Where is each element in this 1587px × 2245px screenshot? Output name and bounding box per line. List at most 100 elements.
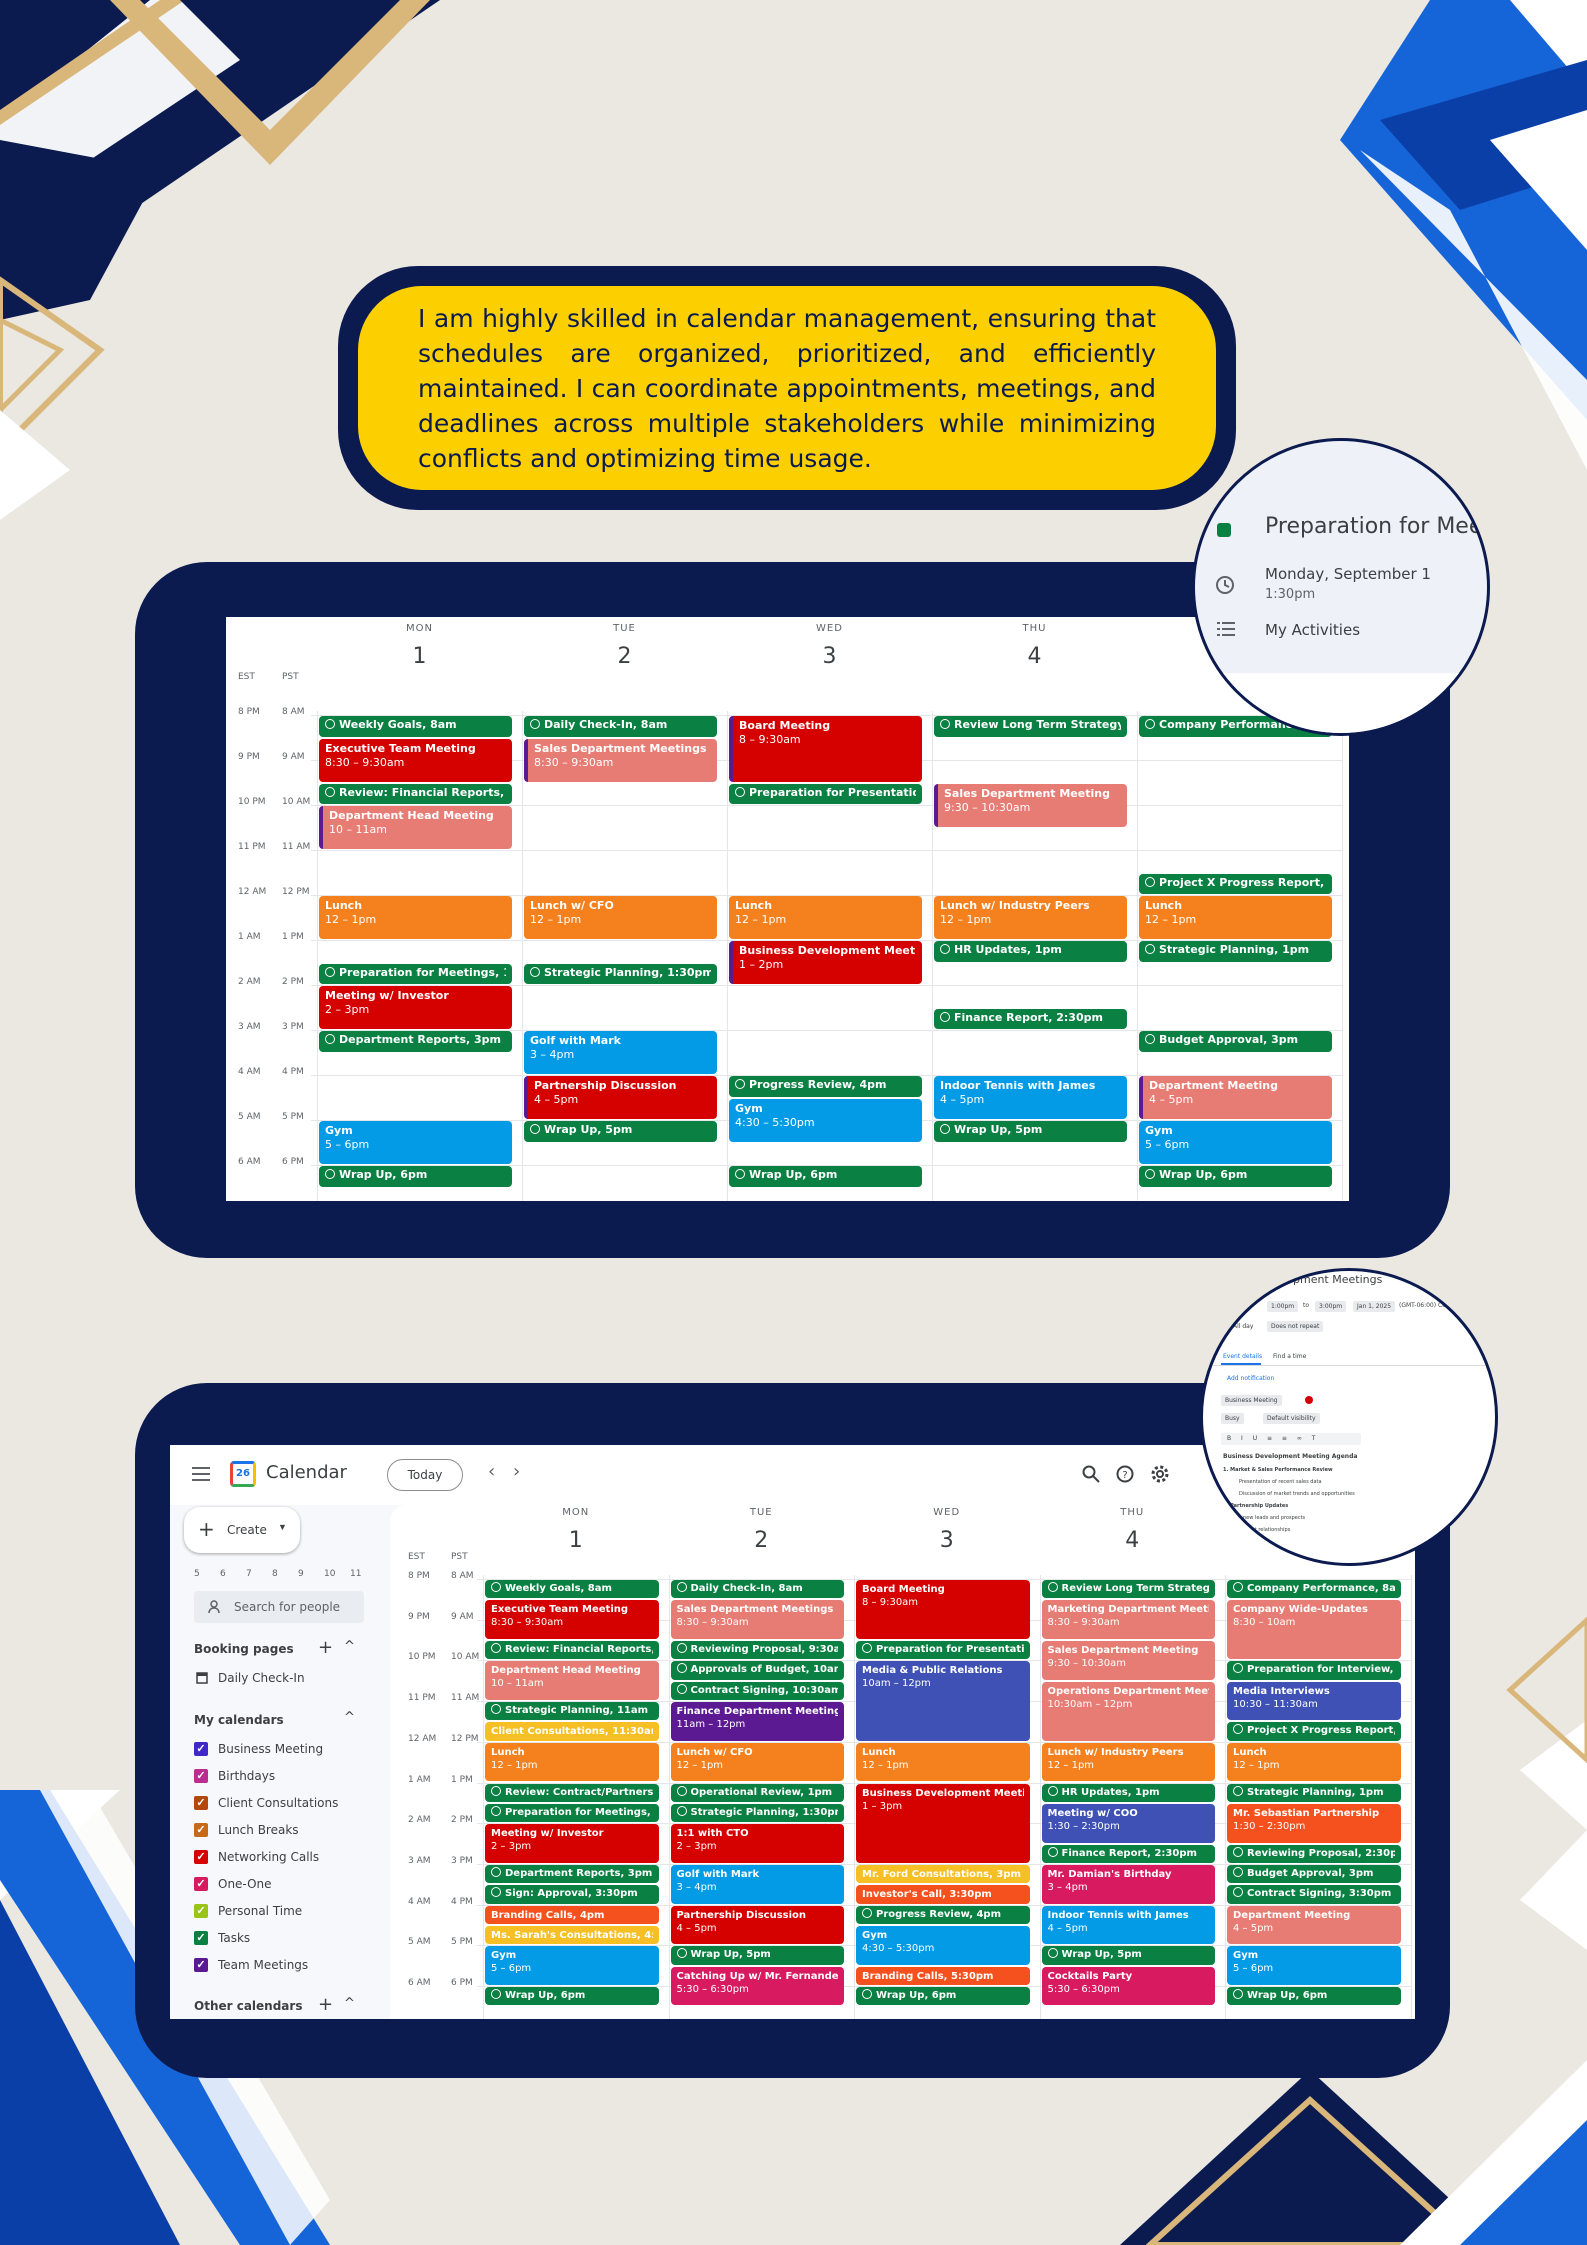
calendar-event[interactable]: Wrap Up, 6pm bbox=[319, 1166, 512, 1187]
day-header[interactable]: THU 4 bbox=[932, 623, 1137, 669]
calendar-event[interactable]: Contract Signing, 10:30am bbox=[670, 1681, 844, 1701]
calendar-event[interactable]: Executive Team Meeting 8:30 – 9:30am bbox=[319, 738, 512, 782]
calendar-event[interactable]: Strategic Planning, 1pm bbox=[1139, 941, 1332, 962]
help-icon[interactable]: ? bbox=[1116, 1465, 1134, 1483]
calendar-event[interactable]: Review: Contract/Partnership, 1pm bbox=[485, 1783, 659, 1802]
calendar-event[interactable]: Budget Approval, 3pm bbox=[1227, 1864, 1401, 1884]
calendar-event[interactable]: Weekly Goals, 8am bbox=[319, 716, 512, 737]
event-details-tab[interactable]: Event details bbox=[1223, 1353, 1263, 1360]
calendar-event[interactable]: Sales Department Meeting 9:30 – 10:30am bbox=[1041, 1641, 1215, 1680]
color-picker-dot[interactable] bbox=[1305, 1396, 1313, 1404]
calendar-checkbox[interactable]: ✓ bbox=[194, 1850, 208, 1864]
calendar-event[interactable]: HR Updates, 1pm bbox=[934, 941, 1127, 962]
next-week-icon[interactable]: › bbox=[513, 1461, 521, 1482]
calendar-select[interactable]: Business Meeting bbox=[1221, 1395, 1282, 1406]
calendar-event[interactable]: Lunch 12 – 1pm bbox=[319, 896, 512, 939]
calendar-event[interactable]: Finance Report, 2:30pm bbox=[934, 1008, 1127, 1029]
calendar-event[interactable]: Company Performance, 8am bbox=[1227, 1580, 1401, 1599]
calendar-checkbox[interactable]: ✓ bbox=[194, 1742, 208, 1756]
calendar-event[interactable]: Progress Review, 4pm bbox=[856, 1905, 1030, 1924]
calendar-event[interactable]: Reviewing Proposal, 2:30pm bbox=[1227, 1844, 1401, 1863]
calendar-event[interactable]: Client Consultations, 11:30am bbox=[485, 1722, 659, 1741]
calendar-checkbox[interactable]: ✓ bbox=[194, 1877, 208, 1891]
calendar-event[interactable]: Mr. Sebastian Partnership 1:30 – 2:30pm bbox=[1227, 1803, 1401, 1843]
end-date-chip[interactable]: Jan 1, 2025 bbox=[1353, 1301, 1396, 1312]
visibility-select[interactable]: Default visibility bbox=[1263, 1413, 1320, 1424]
calendar-event[interactable]: HR Updates, 1pm bbox=[1041, 1783, 1215, 1802]
mini-calendar-day[interactable]: 10 bbox=[324, 1569, 336, 1579]
repeat-chip[interactable]: Does not repeat bbox=[1267, 1321, 1324, 1332]
calendar-checkbox[interactable]: ✓ bbox=[194, 1796, 208, 1810]
mini-calendar-day[interactable]: 9 bbox=[298, 1569, 304, 1579]
calendar-event[interactable]: Meeting w/ Investor 2 – 3pm bbox=[485, 1824, 659, 1863]
find-time-tab[interactable]: Find a time bbox=[1273, 1353, 1307, 1360]
calendar-event[interactable]: Gym 5 – 6pm bbox=[1139, 1121, 1332, 1164]
calendar-checkbox[interactable]: ✓ bbox=[194, 1823, 208, 1837]
calendar-event[interactable]: Lunch w/ CFO 12 – 1pm bbox=[524, 896, 717, 939]
calendar-event[interactable]: Contract Signing, 3:30pm bbox=[1227, 1885, 1401, 1904]
calendar-event[interactable]: Wrap Up, 5pm bbox=[670, 1946, 844, 1965]
calendar-name[interactable]: Lunch Breaks bbox=[218, 1823, 299, 1837]
calendar-name[interactable]: Tasks bbox=[218, 1931, 251, 1945]
day-header[interactable]: WED 3 bbox=[727, 623, 932, 669]
mini-calendar-day[interactable]: 11 bbox=[350, 1569, 362, 1579]
calendar-event[interactable]: Partnership Discussion 4 – 5pm bbox=[524, 1076, 717, 1119]
calendar-event[interactable]: Catching Up w/ Mr. Fernandez 5:30 – 6:30p… bbox=[670, 1966, 844, 2006]
add-other-calendar-icon[interactable]: + bbox=[318, 1994, 334, 2015]
calendar-event[interactable]: Meeting w/ COO 1:30 – 2:30pm bbox=[1041, 1803, 1215, 1843]
start-time-chip[interactable]: 1:00pm bbox=[1267, 1301, 1299, 1312]
calendar-event[interactable]: Indoor Tennis with James 4 – 5pm bbox=[1041, 1905, 1215, 1945]
calendar-event[interactable]: Marketing Department Meeting 8:30 – 9:30a… bbox=[1041, 1600, 1215, 1640]
calendar-event[interactable]: Gym 5 – 6pm bbox=[319, 1121, 512, 1164]
calendar-event[interactable]: Department Reports, 3pm bbox=[485, 1864, 659, 1884]
daily-checkin-link[interactable]: Daily Check-In bbox=[218, 1671, 305, 1685]
calendar-event[interactable]: Wrap Up, 6pm bbox=[856, 1987, 1030, 2006]
calendar-event[interactable]: Sales Department Meetings 8:30 – 9:30am bbox=[524, 738, 717, 782]
calendar-event[interactable]: 1:1 with CTO 2 – 3pm bbox=[670, 1824, 844, 1863]
calendar-event[interactable]: Mr. Damian's Birthday 3 – 4pm bbox=[1041, 1864, 1215, 1904]
calendar-event[interactable]: Investor's Call, 3:30pm bbox=[856, 1885, 1030, 1904]
calendar-event[interactable]: Review Long Term Strategy, 8am bbox=[1041, 1580, 1215, 1599]
calendar-event[interactable]: Review Long Term Strategy, 8am bbox=[934, 716, 1127, 737]
calendar-event[interactable]: Lunch w/ Industry Peers 12 – 1pm bbox=[934, 896, 1127, 939]
all-day-label[interactable]: All day bbox=[1233, 1323, 1254, 1330]
calendar-event[interactable]: Executive Team Meeting 8:30 – 9:30am bbox=[485, 1600, 659, 1640]
calendar-checkbox[interactable]: ✓ bbox=[194, 1904, 208, 1918]
calendar-event[interactable]: Review: Financial Reports, 9:30am bbox=[319, 783, 512, 804]
calendar-event[interactable]: Wrap Up, 5pm bbox=[934, 1121, 1127, 1142]
search-people-input[interactable]: Search for people bbox=[194, 1591, 364, 1623]
mini-calendar-day[interactable]: 6 bbox=[220, 1569, 226, 1579]
calendar-checkbox[interactable]: ✓ bbox=[194, 1958, 208, 1972]
calendar-event[interactable]: Budget Approval, 3pm bbox=[1139, 1031, 1332, 1052]
calendar-name[interactable]: One-One bbox=[218, 1877, 272, 1891]
calendar-event[interactable]: Meeting w/ Investor 2 – 3pm bbox=[319, 986, 512, 1029]
calendar-event[interactable]: Progress Review, 4pm bbox=[729, 1076, 922, 1097]
calendar-event[interactable]: Wrap Up, 5pm bbox=[524, 1121, 717, 1142]
day-header[interactable]: TUE 2 bbox=[669, 1507, 855, 1553]
calendar-event[interactable]: Lunch w/ CFO 12 – 1pm bbox=[670, 1742, 844, 1782]
busy-select[interactable]: Busy bbox=[1221, 1413, 1244, 1424]
calendar-name[interactable]: Personal Time bbox=[218, 1904, 303, 1918]
today-button[interactable]: Today bbox=[387, 1459, 463, 1491]
create-button[interactable]: + Create ▼ bbox=[184, 1507, 300, 1553]
calendar-event[interactable]: Indoor Tennis with James 4 – 5pm bbox=[934, 1076, 1127, 1119]
mini-calendar-day[interactable]: 7 bbox=[246, 1569, 252, 1579]
add-notification-link[interactable]: Add notification bbox=[1227, 1375, 1275, 1382]
calendar-event[interactable]: Strategic Planning, 1pm bbox=[1227, 1783, 1401, 1802]
calendar-event[interactable]: Media Interviews 10:30 – 11:30am bbox=[1227, 1681, 1401, 1721]
calendar-event[interactable]: Strategic Planning, 1:30pm bbox=[670, 1803, 844, 1823]
calendar-event[interactable]: Branding Calls, 5:30pm bbox=[856, 1966, 1030, 1985]
calendar-event[interactable]: Department Meeting 4 – 5pm bbox=[1227, 1905, 1401, 1945]
mini-calendar-day[interactable]: 8 bbox=[272, 1569, 278, 1579]
calendar-event[interactable]: Media & Public Relations 10am – 12pm bbox=[856, 1661, 1030, 1741]
calendar-event[interactable]: Lunch 12 – 1pm bbox=[1139, 896, 1332, 939]
calendar-name[interactable]: Team Meetings bbox=[218, 1958, 309, 1972]
calendar-event[interactable]: Wrap Up, 6pm bbox=[729, 1166, 922, 1187]
calendar-event[interactable]: Lunch 12 – 1pm bbox=[729, 896, 922, 939]
calendar-event[interactable]: Board Meeting 8 – 9:30am bbox=[729, 716, 922, 782]
calendar-event[interactable]: Sales Department Meeting 9:30 – 10:30am bbox=[934, 783, 1127, 827]
prev-week-icon[interactable]: ‹ bbox=[488, 1461, 496, 1482]
calendar-event[interactable]: Daily Check-In, 8am bbox=[670, 1580, 844, 1599]
